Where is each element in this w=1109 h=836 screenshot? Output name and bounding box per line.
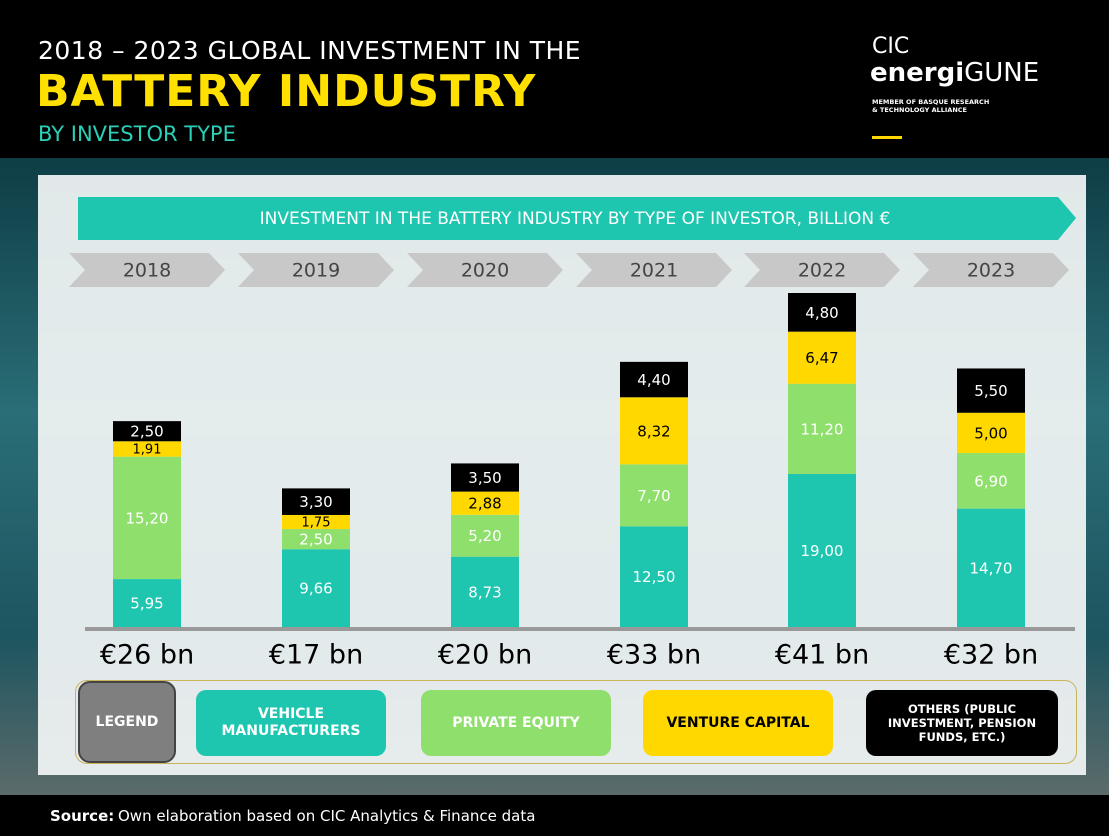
year-chevron <box>407 253 563 287</box>
bar-segment <box>957 508 1025 627</box>
data-label: 5,20 <box>468 527 501 545</box>
title-line: 2018 – 2023 GLOBAL INVESTMENT IN THE <box>38 36 582 65</box>
bar-segment <box>113 456 181 580</box>
data-label: 6,47 <box>805 349 838 367</box>
logo-light: GUNE <box>964 58 1040 88</box>
legend-title: LEGEND <box>78 681 176 763</box>
bar-segment <box>788 331 856 384</box>
bar-segment <box>282 514 350 530</box>
bar-segment <box>788 473 856 627</box>
data-label: 12,50 <box>633 568 676 586</box>
bar-segment <box>282 549 350 627</box>
data-label: 4,40 <box>637 371 670 389</box>
bar-segment <box>620 464 688 527</box>
total-label: €20 bn <box>438 640 532 671</box>
logo-bold: energi <box>870 58 965 88</box>
bar-segment <box>788 293 856 332</box>
data-label: 2,50 <box>299 531 332 549</box>
year-chevron <box>913 253 1069 287</box>
data-label: 14,70 <box>970 559 1013 577</box>
logo-tagline: MEMBER OF BASQUE RESEARCH & TECHNOLOGY AL… <box>872 98 989 114</box>
chart-subtitle: INVESTMENT IN THE BATTERY INDUSTRY BY TY… <box>260 209 891 229</box>
data-label: 9,66 <box>299 580 332 598</box>
x-tick-label: 2022 <box>798 260 846 282</box>
bar-segment <box>957 368 1025 413</box>
x-tick-label: 2019 <box>292 260 340 282</box>
tagline-line: & TECHNOLOGY ALLIANCE <box>872 106 967 114</box>
bar-segment <box>620 361 688 398</box>
legend-item: OTHERS (PUBLIC INVESTMENT, PENSION FUNDS… <box>866 690 1058 756</box>
data-label: 19,00 <box>801 542 844 560</box>
total-label: €32 bn <box>944 640 1038 671</box>
legend-item: VEHICLE MANUFACTURERS <box>196 690 386 756</box>
legend-item: VENTURE CAPITAL <box>643 690 833 756</box>
source-text: Own elaboration based on CIC Analytics &… <box>118 807 536 825</box>
bar-segment <box>282 488 350 515</box>
tagline-line: MEMBER OF BASQUE RESEARCH <box>872 98 990 106</box>
data-label: 4,80 <box>805 304 838 322</box>
total-label: €26 bn <box>100 640 194 671</box>
total-label: €17 bn <box>269 640 363 671</box>
bar-segment <box>957 412 1025 454</box>
x-tick-label: 2018 <box>123 260 171 282</box>
x-tick-label: 2021 <box>630 260 678 282</box>
data-label: 11,20 <box>801 420 844 438</box>
bar-segment <box>451 514 519 557</box>
data-label: 15,20 <box>126 509 169 527</box>
bar-segment <box>957 453 1025 509</box>
x-tick-label: 2020 <box>461 260 509 282</box>
data-label: 5,95 <box>130 595 163 613</box>
x-tick-label: 2023 <box>967 260 1015 282</box>
title-sub: BY INVESTOR TYPE <box>38 122 236 146</box>
bar-segment <box>788 383 856 474</box>
bar-segment <box>451 463 519 492</box>
data-label: 7,70 <box>637 487 670 505</box>
data-label: 5,50 <box>974 382 1007 400</box>
data-label: 1,75 <box>302 516 331 531</box>
bar-segment <box>451 556 519 627</box>
data-label: 3,50 <box>468 469 501 487</box>
header: 2018 – 2023 GLOBAL INVESTMENT IN THE BAT… <box>0 0 1109 158</box>
data-label: 2,50 <box>130 423 163 441</box>
bar-segment <box>451 491 519 515</box>
bar-segment <box>113 421 181 442</box>
year-chevron <box>744 253 900 287</box>
chart-title: BATTERY INDUSTRY <box>36 66 537 117</box>
subtitle-banner <box>78 197 1076 240</box>
logo-line: CIC <box>872 34 910 59</box>
legend-item: PRIVATE EQUITY <box>421 690 611 756</box>
year-chevron <box>576 253 732 287</box>
footer: Source: Own elaboration based on CIC Ana… <box>0 795 1109 836</box>
logo-bar <box>872 136 902 139</box>
data-label: 6,90 <box>974 472 1007 490</box>
logo-name: energiGUNE <box>870 58 1039 88</box>
year-chevron <box>238 253 394 287</box>
data-label: 5,00 <box>974 424 1007 442</box>
source-label: Source: <box>50 807 115 825</box>
year-chevron <box>69 253 225 287</box>
total-label: €41 bn <box>775 640 869 671</box>
bar-segment <box>113 441 181 457</box>
data-label: 8,32 <box>637 422 670 440</box>
legend: LEGEND VEHICLE MANUFACTURERS PRIVATE EQUIT… <box>75 680 1077 764</box>
data-label: 8,73 <box>468 583 501 601</box>
bar-segment <box>113 579 181 627</box>
total-label: €33 bn <box>607 640 701 671</box>
data-label: 2,88 <box>468 495 501 513</box>
bar-segment <box>620 397 688 465</box>
data-label: 3,30 <box>299 493 332 511</box>
data-label: 1,91 <box>133 442 162 457</box>
bar-segment <box>282 529 350 550</box>
bar-segment <box>620 526 688 627</box>
